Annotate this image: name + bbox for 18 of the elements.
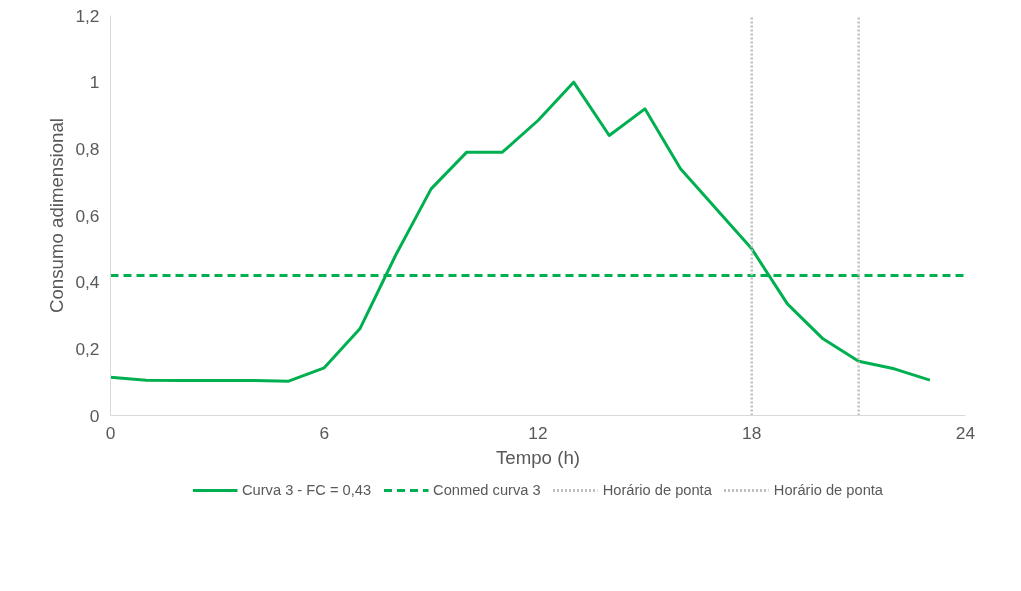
x-tick-label: 6 — [319, 422, 330, 443]
y-tick-label: 0,2 — [75, 338, 100, 359]
y-tick-label: 0,6 — [75, 205, 100, 226]
x-tick-label: 24 — [955, 422, 976, 443]
y-tick-label: 1 — [89, 72, 100, 93]
y-axis-title: Consumo adimensional — [46, 118, 68, 313]
x-axis-title: Tempo (h) — [496, 446, 580, 468]
legend-label: Horário de ponta — [773, 482, 884, 498]
x-tick-label: 18 — [742, 422, 762, 443]
x-tick-label: 12 — [528, 422, 548, 443]
x-tick-label: 0 — [105, 422, 116, 443]
legend-label: Horário de ponta — [602, 482, 712, 498]
y-tick-label: 0,4 — [75, 272, 100, 293]
legend-label: Curva 3 - FC = 0,43 — [241, 482, 372, 498]
legend-label: Conmed curva 3 — [433, 482, 541, 498]
y-tick-label: 0,8 — [75, 138, 100, 159]
y-tick-label: 0 — [89, 405, 100, 426]
y-tick-label: 1,2 — [75, 5, 100, 26]
